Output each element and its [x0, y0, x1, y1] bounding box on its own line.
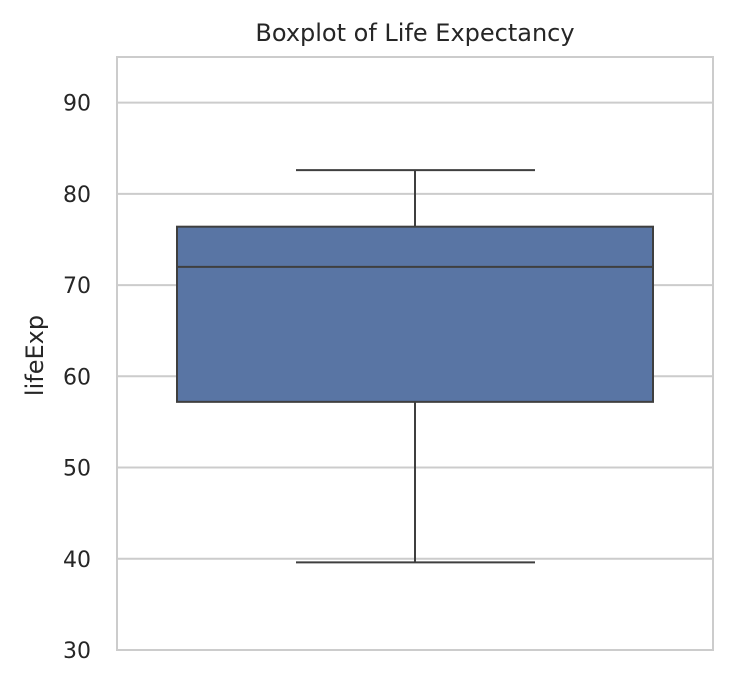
y-tick-label: 90: [63, 92, 91, 117]
y-tick-label: 60: [63, 365, 91, 390]
boxplot-group: [176, 169, 654, 564]
y-tick-label: 80: [63, 183, 91, 208]
chart-title: Boxplot of Life Expectancy: [255, 19, 574, 47]
y-axis-ticks: 30 40 50 60 70 80 90: [63, 92, 91, 664]
y-tick-label: 50: [63, 457, 91, 482]
y-tick-label: 40: [63, 548, 91, 573]
interquartile-box: [176, 225, 654, 403]
y-tick-label: 70: [63, 274, 91, 299]
y-axis-label: lifeExp: [21, 315, 49, 396]
y-tick-label: 30: [63, 639, 91, 664]
plot-frame: [116, 56, 714, 651]
